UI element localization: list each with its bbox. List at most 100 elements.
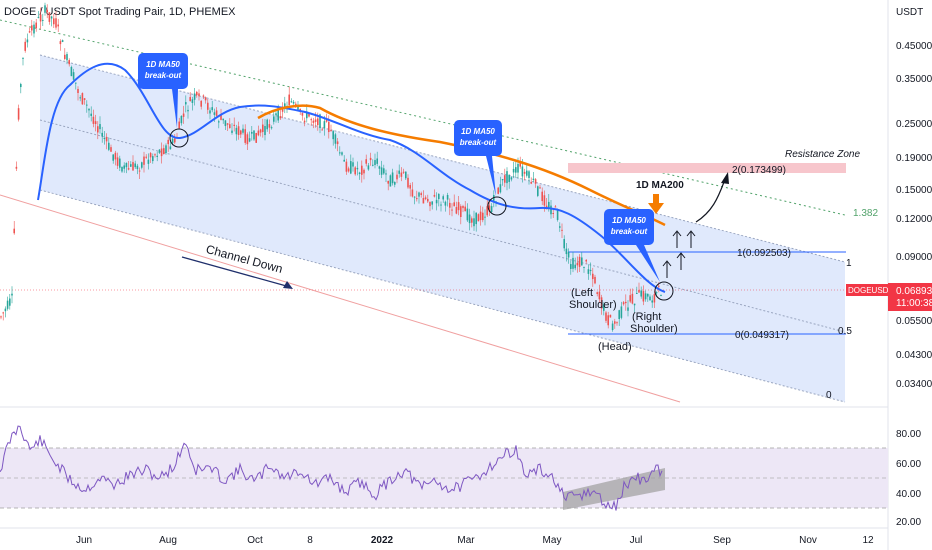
candle-body xyxy=(193,93,196,100)
candle-body xyxy=(523,171,526,174)
candle-body xyxy=(211,107,213,111)
candle-body xyxy=(231,130,233,133)
price-tick-label: 0.034000 xyxy=(896,379,932,390)
candle-body xyxy=(389,175,392,187)
candle-body xyxy=(103,138,106,140)
candle-body xyxy=(158,149,161,153)
candle-body xyxy=(446,194,449,200)
candle-body xyxy=(218,121,220,123)
candle-body xyxy=(37,16,40,18)
candle-body xyxy=(424,197,427,200)
candle-body xyxy=(365,159,367,164)
candle-body xyxy=(187,109,189,112)
time-axis: Jun Aug Oct 8 2022 Mar May Jul Sep Nov 12 xyxy=(76,535,874,546)
candle-body xyxy=(130,164,132,167)
candle-body xyxy=(583,266,585,268)
candle-body xyxy=(299,109,301,111)
currency-label: USDT xyxy=(896,7,923,18)
candle-body xyxy=(75,82,77,84)
candle-body xyxy=(565,248,568,255)
candle-body xyxy=(407,177,409,188)
rsi-channel-zone xyxy=(563,468,665,510)
candle-body xyxy=(396,174,398,180)
candle-body xyxy=(422,197,425,204)
candle-body xyxy=(64,54,66,59)
candle-body xyxy=(53,18,55,25)
candle-body xyxy=(79,97,81,99)
candle-body xyxy=(376,158,378,164)
candle-body xyxy=(35,22,37,29)
candle-body xyxy=(270,127,273,129)
time-tick-label: Sep xyxy=(713,535,731,546)
candle-body xyxy=(649,296,651,301)
candle-body xyxy=(405,171,407,179)
candle-body xyxy=(460,206,462,218)
candle-body xyxy=(4,308,7,312)
resistance-zone-label: Resistance Zone xyxy=(785,149,860,160)
candle-body xyxy=(420,193,422,195)
candle-body xyxy=(143,156,145,165)
candle-body xyxy=(178,121,180,129)
candle-body xyxy=(429,202,431,207)
candle-body xyxy=(72,72,75,80)
candle-body xyxy=(658,285,660,287)
candle-body xyxy=(385,173,387,175)
candle-body xyxy=(413,196,416,198)
rsi-line xyxy=(0,425,663,511)
ma50-callout-3: 1D MA50 break-out xyxy=(604,209,660,282)
countdown-label: 11:00:38 xyxy=(896,298,932,309)
candle-body xyxy=(22,57,24,59)
candle-body xyxy=(451,209,453,211)
candle-body xyxy=(303,120,306,123)
time-tick-label: May xyxy=(543,535,562,546)
candle-body xyxy=(655,292,658,294)
symbol-badge: DOGEUSDT xyxy=(848,286,893,295)
candle-body xyxy=(92,116,95,124)
candle-body xyxy=(488,205,491,212)
candle-body xyxy=(191,99,194,103)
candle-body xyxy=(314,119,317,122)
candle-body xyxy=(554,206,557,208)
fib-2-label: 2(0.173499) xyxy=(732,165,786,176)
candle-body xyxy=(515,167,517,173)
candle-body xyxy=(433,194,436,197)
candle-body xyxy=(596,292,598,294)
time-tick-label: Nov xyxy=(799,535,817,546)
candle-body xyxy=(605,312,607,321)
ma50-callout-2: 1D MA50 break-out xyxy=(454,120,502,196)
candle-body xyxy=(462,205,464,209)
time-tick-label: Mar xyxy=(457,535,475,546)
candle-body xyxy=(167,139,169,145)
candle-body xyxy=(400,172,403,177)
up-arrows-icon xyxy=(662,230,696,278)
candle-body xyxy=(501,178,504,181)
candle-body xyxy=(204,97,207,101)
candle-body xyxy=(33,24,35,34)
candle-body xyxy=(81,93,84,105)
candle-body xyxy=(512,168,515,173)
candle-body xyxy=(598,291,601,300)
candle-body xyxy=(477,214,480,222)
candle-body xyxy=(592,273,594,280)
candle-body xyxy=(262,124,264,133)
candle-body xyxy=(572,257,574,269)
resistance-zone xyxy=(568,163,846,173)
candle-body xyxy=(295,103,297,105)
candle-body xyxy=(112,154,114,161)
time-tick-label: Aug xyxy=(159,535,177,546)
candle-body xyxy=(440,204,442,206)
rsi-tick-label: 60.00 xyxy=(896,459,921,470)
candle-body xyxy=(486,206,488,216)
candle-body xyxy=(46,9,48,13)
right-shoulder-label-1: (Right xyxy=(632,311,661,323)
candle-body xyxy=(88,108,90,111)
candle-body xyxy=(306,111,308,119)
candle-body xyxy=(490,206,493,213)
candle-body xyxy=(374,160,376,165)
fib-1-label: 1(0.092503) xyxy=(737,248,791,259)
channel-05-label: 0.5 xyxy=(838,326,852,337)
candle-body xyxy=(526,170,528,176)
